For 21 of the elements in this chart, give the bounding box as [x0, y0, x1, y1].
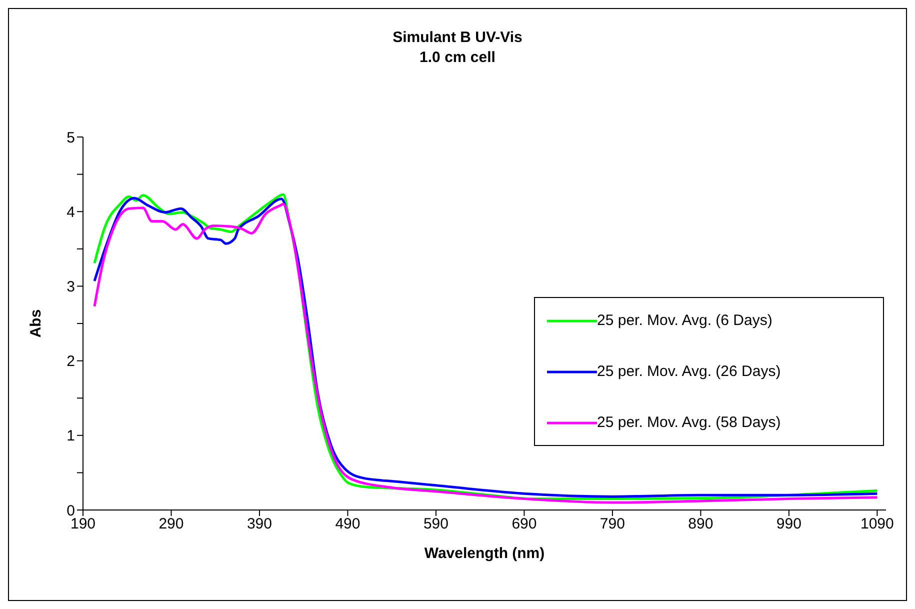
x-tick-label: 590	[423, 516, 448, 533]
y-tick-label: 1	[66, 428, 75, 445]
y-tick-label: 4	[66, 204, 75, 221]
x-tick-label: 990	[776, 516, 802, 533]
x-tick-label: 890	[688, 516, 714, 533]
x-axis-title: Wavelength (nm)	[424, 545, 545, 562]
chart-title: Simulant B UV-Vis	[392, 29, 524, 46]
x-tick-label: 390	[246, 516, 272, 533]
legend-label: 25 per. Mov. Avg. (58 Days)	[597, 414, 781, 431]
x-tick-label: 690	[512, 516, 537, 533]
legend-label: 25 per. Mov. Avg. (6 Days)	[597, 312, 772, 329]
y-tick-label: 3	[66, 278, 75, 296]
x-tick-label: 490	[335, 516, 360, 533]
x-tick-label: 790	[600, 516, 625, 533]
y-axis-title: Abs	[27, 309, 44, 338]
x-tick-label: 290	[158, 516, 184, 533]
y-tick-label: 5	[66, 129, 75, 146]
y-tick-label: 2	[66, 353, 75, 370]
chart-subtitle: 1.0 cm cell	[418, 49, 496, 66]
legend-label: 25 per. Mov. Avg. (26 Days)	[597, 363, 781, 380]
x-tick-label: 1090	[860, 516, 894, 533]
